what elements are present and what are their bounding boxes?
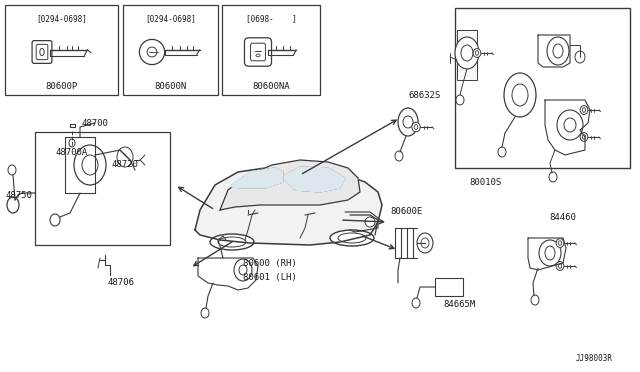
Ellipse shape xyxy=(556,238,564,247)
Text: 80600N: 80600N xyxy=(154,82,187,91)
Bar xyxy=(435,278,463,296)
Ellipse shape xyxy=(8,165,16,175)
Ellipse shape xyxy=(564,118,576,132)
Ellipse shape xyxy=(580,106,588,115)
Bar xyxy=(455,8,630,168)
Text: 48700A: 48700A xyxy=(55,148,87,157)
Text: 80601 (LH): 80601 (LH) xyxy=(243,273,297,282)
Ellipse shape xyxy=(549,172,557,182)
Ellipse shape xyxy=(575,51,585,63)
Polygon shape xyxy=(220,160,360,210)
FancyBboxPatch shape xyxy=(32,41,52,63)
Ellipse shape xyxy=(553,44,563,58)
Ellipse shape xyxy=(582,108,586,112)
Ellipse shape xyxy=(498,147,506,157)
Text: 48706: 48706 xyxy=(108,278,135,287)
Bar xyxy=(222,5,320,95)
Text: [0294-0698]: [0294-0698] xyxy=(145,14,196,23)
Ellipse shape xyxy=(547,37,569,65)
Ellipse shape xyxy=(256,54,260,57)
Ellipse shape xyxy=(476,51,479,55)
Ellipse shape xyxy=(40,48,44,55)
Polygon shape xyxy=(195,168,382,245)
Ellipse shape xyxy=(239,265,247,275)
Text: 80600 (RH): 80600 (RH) xyxy=(243,259,297,268)
Ellipse shape xyxy=(417,233,433,253)
Ellipse shape xyxy=(412,298,420,308)
Text: 84665M: 84665M xyxy=(443,300,476,309)
Ellipse shape xyxy=(218,237,246,247)
Ellipse shape xyxy=(395,151,403,161)
Bar xyxy=(5,5,118,95)
Ellipse shape xyxy=(504,73,536,117)
Text: 80600E: 80600E xyxy=(390,207,422,216)
Ellipse shape xyxy=(69,139,75,147)
Ellipse shape xyxy=(82,155,98,175)
Text: 84460: 84460 xyxy=(549,213,576,222)
Ellipse shape xyxy=(210,234,254,250)
Ellipse shape xyxy=(461,45,473,61)
Ellipse shape xyxy=(455,37,479,69)
Ellipse shape xyxy=(421,238,429,248)
Ellipse shape xyxy=(545,246,555,260)
Text: 80600NA: 80600NA xyxy=(252,82,290,91)
Ellipse shape xyxy=(201,308,209,318)
FancyBboxPatch shape xyxy=(36,44,48,60)
Text: 48700: 48700 xyxy=(82,119,109,128)
Text: 48720: 48720 xyxy=(112,160,139,169)
Ellipse shape xyxy=(50,214,60,226)
Ellipse shape xyxy=(473,49,481,57)
Bar xyxy=(35,132,170,245)
Ellipse shape xyxy=(338,233,366,243)
Bar xyxy=(123,5,218,95)
Polygon shape xyxy=(285,167,345,192)
Ellipse shape xyxy=(580,132,588,141)
Ellipse shape xyxy=(140,39,164,65)
Ellipse shape xyxy=(74,145,106,185)
Ellipse shape xyxy=(557,110,583,140)
Ellipse shape xyxy=(512,84,528,106)
Ellipse shape xyxy=(556,262,564,270)
Ellipse shape xyxy=(531,295,539,305)
Text: [0698-    ]: [0698- ] xyxy=(246,14,296,23)
Text: 68632S: 68632S xyxy=(408,91,440,100)
Ellipse shape xyxy=(234,259,252,281)
Ellipse shape xyxy=(365,217,375,227)
Ellipse shape xyxy=(582,135,586,139)
Text: JJ98003R: JJ98003R xyxy=(576,354,613,363)
FancyBboxPatch shape xyxy=(244,38,271,66)
Ellipse shape xyxy=(558,264,562,268)
Bar xyxy=(457,30,477,80)
Ellipse shape xyxy=(330,230,374,246)
Text: 80600P: 80600P xyxy=(45,82,77,91)
Ellipse shape xyxy=(414,125,418,129)
Ellipse shape xyxy=(412,122,420,132)
Ellipse shape xyxy=(147,47,157,57)
Text: 80010S: 80010S xyxy=(469,178,501,187)
Ellipse shape xyxy=(558,241,562,245)
Ellipse shape xyxy=(117,147,133,167)
Ellipse shape xyxy=(403,116,413,128)
FancyBboxPatch shape xyxy=(251,43,266,61)
Text: 48750: 48750 xyxy=(5,192,32,201)
Ellipse shape xyxy=(456,95,464,105)
Text: [0294-0698]: [0294-0698] xyxy=(36,14,87,23)
Polygon shape xyxy=(232,168,283,188)
Ellipse shape xyxy=(539,240,561,266)
Ellipse shape xyxy=(398,108,418,136)
Ellipse shape xyxy=(7,197,19,213)
